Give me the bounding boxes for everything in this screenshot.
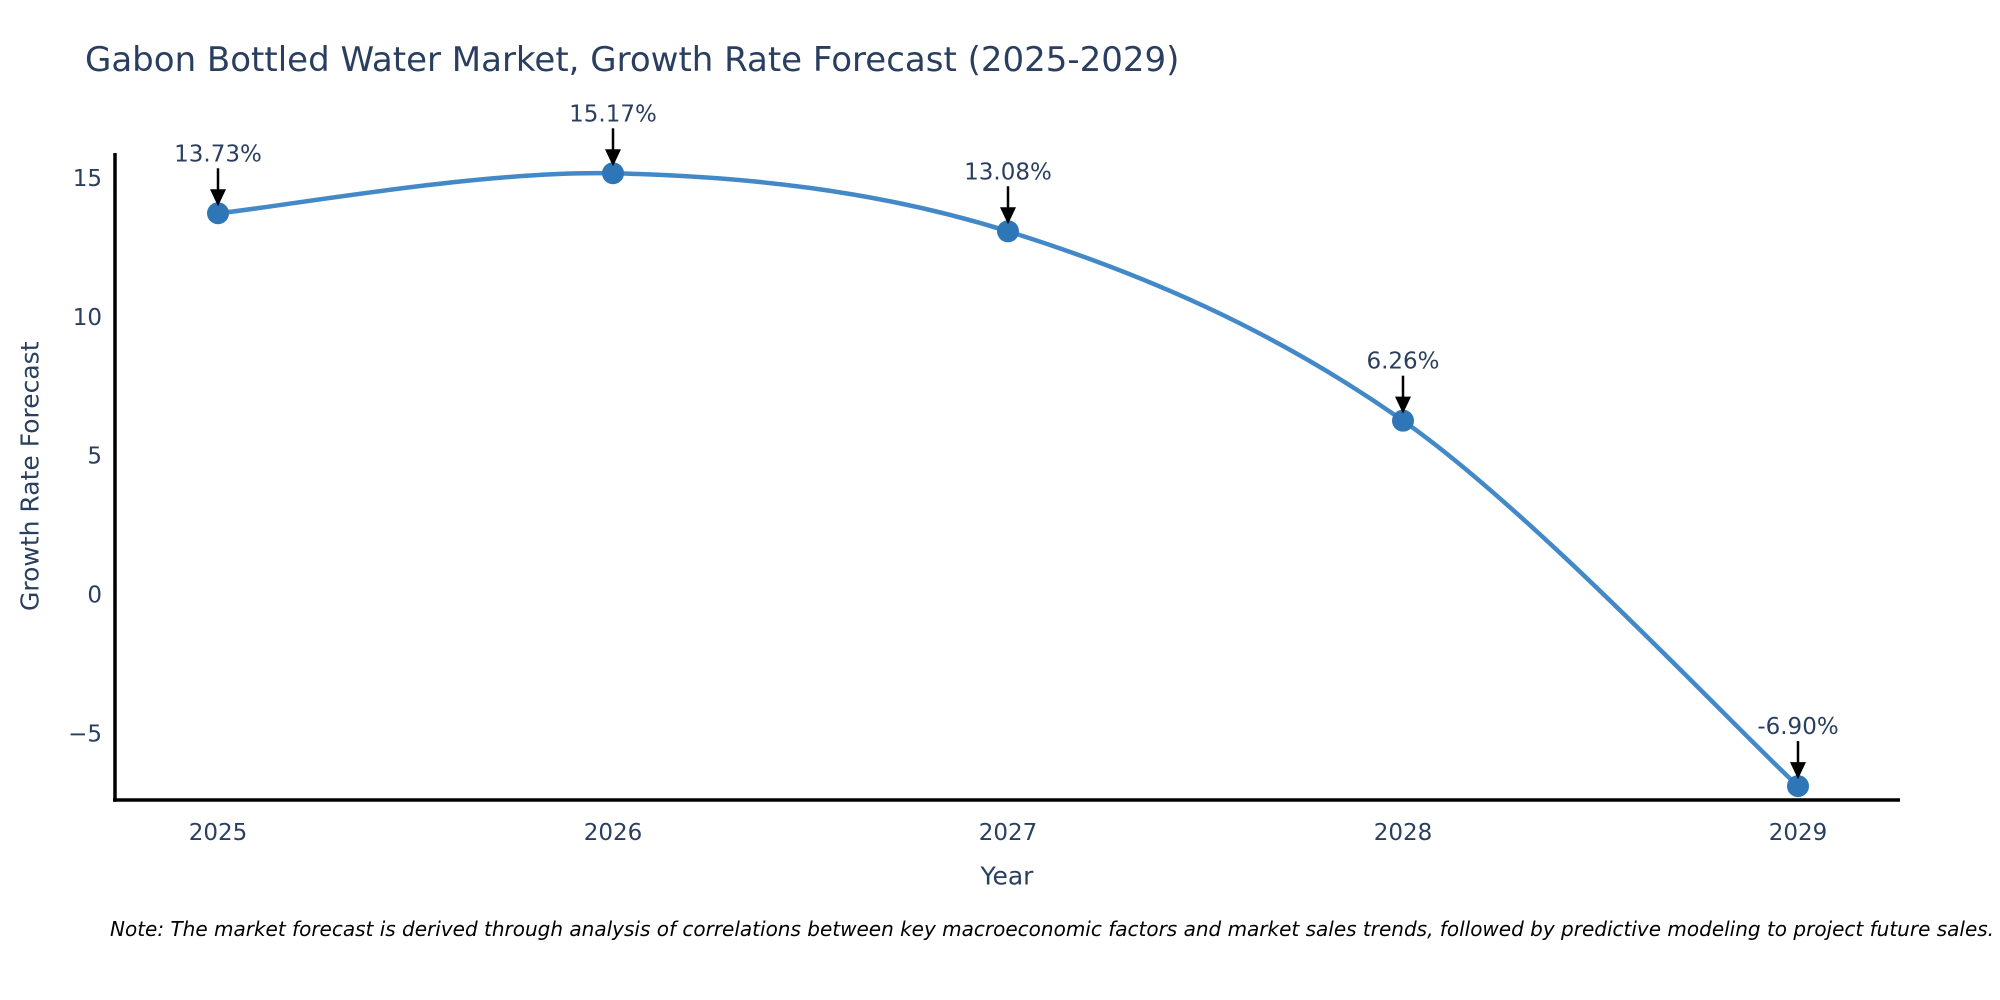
annotation-label: -6.90% [1757, 714, 1838, 740]
annotation-arrowhead [210, 189, 226, 207]
x-tick-label: 2026 [584, 820, 643, 846]
y-tick-label: 15 [73, 166, 102, 192]
annotation-label: 13.08% [964, 159, 1052, 185]
y-tick-label: 10 [73, 305, 102, 331]
y-tick-label: 0 [87, 583, 102, 609]
annotation-label: 6.26% [1366, 349, 1439, 375]
data-point-marker [997, 220, 1019, 243]
data-point-marker [602, 162, 624, 185]
data-point-marker [207, 202, 229, 225]
x-tick-label: 2025 [189, 820, 248, 846]
chart-title: Gabon Bottled Water Market, Growth Rate … [85, 40, 1180, 80]
x-axis-title: Year [980, 861, 1034, 891]
x-tick-label: 2028 [1374, 820, 1433, 846]
x-tick-label: 2029 [1769, 820, 1828, 846]
y-tick-label: 5 [87, 444, 102, 470]
series-line [217, 170, 1800, 788]
annotation-label: 13.73% [174, 141, 262, 167]
data-point-marker [1787, 775, 1809, 798]
annotation-arrowhead [1395, 396, 1411, 414]
data-point-marker [1392, 409, 1414, 432]
x-tick-label: 2027 [979, 820, 1038, 846]
y-tick-label: −5 [68, 721, 102, 747]
annotation-arrowhead [1000, 207, 1016, 225]
y-axis-title: Growth Rate Forecast [15, 341, 45, 612]
annotation-arrowhead [605, 149, 621, 167]
annotation-arrowhead [1790, 762, 1806, 780]
chart-note: Note: The market forecast is derived thr… [110, 917, 1995, 941]
annotation-label: 15.17% [569, 101, 657, 127]
